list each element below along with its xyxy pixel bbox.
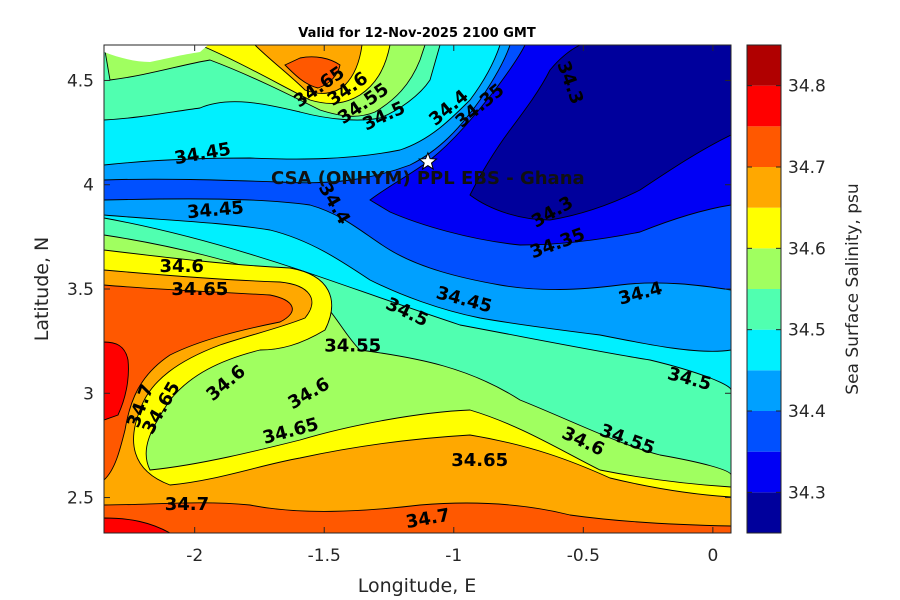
- colorbar-tick-label: 34.4: [788, 402, 826, 422]
- y-axis: 2.5 3 3.5 4 4.5: [67, 71, 731, 509]
- colorbar-segment: [747, 451, 781, 493]
- colorbar-segment: [747, 411, 781, 452]
- band-34.65-34.70: [104, 269, 731, 533]
- x-axis-label: Longitude, E: [358, 575, 477, 597]
- x-tick-label: 0: [707, 546, 718, 566]
- colorbar-segment: [747, 329, 781, 371]
- contour-label: 34.45: [186, 197, 245, 223]
- colorbar-tick-label: 34.8: [788, 77, 826, 97]
- colorbar-tick-label: 34.7: [788, 158, 826, 178]
- colorbar-segment: [747, 45, 781, 86]
- colorbar: 34.3 34.4 34.5 34.6 34.7 34.8: [746, 44, 826, 534]
- contour-label: 34.55: [324, 335, 381, 356]
- colorbar-segment: [747, 207, 781, 249]
- x-tick-label: -2: [186, 546, 203, 566]
- x-axis: -2 -1.5 -1 -0.5 0: [186, 45, 718, 566]
- colorbar-segment: [747, 126, 781, 167]
- band-34.75-34.80-south: [104, 517, 171, 533]
- nodata-patch: [104, 45, 208, 62]
- colorbar-frame: [746, 44, 782, 534]
- colorbar-segment: [747, 370, 781, 411]
- band-34.70-34.75: [104, 284, 293, 481]
- contour-label: 34.7: [165, 494, 209, 515]
- colorbar-label: Sea Surface Salinity, psu: [843, 183, 863, 394]
- x-tick-label: -0.5: [567, 546, 600, 566]
- colorbar-tick-label: 34.3: [788, 483, 826, 503]
- contour-bands: [104, 45, 731, 533]
- band-34.25-34.30: [469, 45, 731, 221]
- colorbar-segment: [747, 248, 781, 289]
- colorbar-segment: [747, 492, 781, 533]
- x-tick-label: -1: [445, 546, 462, 566]
- site-marker: CSA (ONHYM) PPL EBS - Ghana: [271, 151, 585, 189]
- site-star-icon: [417, 151, 438, 171]
- band-34.75-34.80: [104, 341, 129, 421]
- band-34.70-34.75-south: [104, 502, 731, 533]
- band-34.70-34.75-north: [284, 56, 341, 89]
- chart-title: Valid for 12-Nov-2025 2100 GMT: [298, 26, 536, 41]
- colorbar-segment: [747, 85, 781, 127]
- colorbar-segment: [747, 167, 781, 208]
- site-label: CSA (ONHYM) PPL EBS - Ghana: [271, 168, 585, 189]
- contour-label: 34.65: [451, 450, 508, 471]
- x-tick-label: -1.5: [308, 546, 341, 566]
- y-axis-label: Latitude, N: [31, 237, 53, 342]
- y-tick-label: 2.5: [67, 489, 94, 509]
- y-tick-label: 3.5: [67, 280, 94, 300]
- colorbar-tick-label: 34.5: [788, 321, 826, 341]
- contour-label: 34.65: [171, 279, 228, 300]
- contour-label: 34.6: [160, 256, 204, 277]
- colorbar-tick-label: 34.6: [788, 239, 826, 259]
- y-tick-label: 4.5: [67, 71, 94, 91]
- y-tick-label: 4: [83, 176, 94, 196]
- colorbar-segment: [747, 289, 781, 330]
- y-tick-label: 3: [83, 384, 94, 404]
